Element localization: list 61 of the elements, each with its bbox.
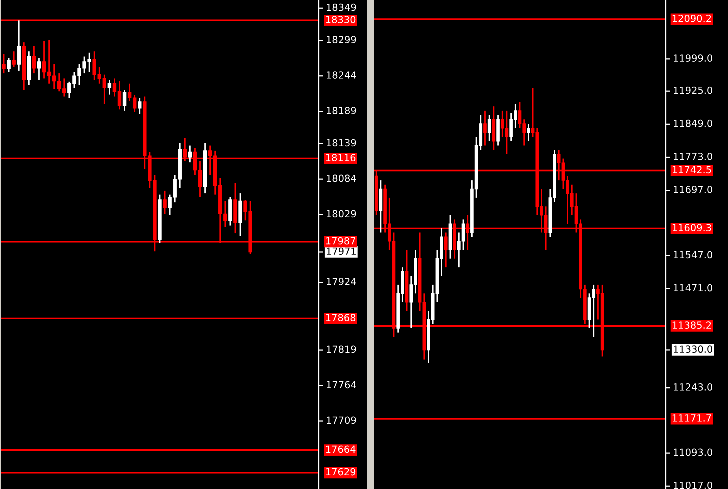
y-tick-label: 11849.0 bbox=[674, 120, 713, 128]
candlestick bbox=[488, 114, 492, 142]
candlestick bbox=[588, 292, 592, 330]
y-tick-label: 17819 bbox=[327, 346, 356, 354]
y-tick-label: 18349 bbox=[327, 4, 356, 12]
ref-line-label: 17987 bbox=[326, 237, 356, 245]
y-tick-label: 11925.0 bbox=[674, 86, 713, 94]
candlestick bbox=[462, 219, 466, 251]
ref-line-label: 17629 bbox=[326, 468, 356, 476]
candlestick bbox=[234, 182, 238, 234]
y-tick-label: 11243.0 bbox=[674, 384, 713, 391]
ref-line-label: 12090.2 bbox=[672, 14, 712, 22]
candlestick bbox=[27, 50, 32, 86]
candlestick bbox=[163, 190, 167, 215]
y-tick-label: 17971 bbox=[327, 248, 356, 256]
candlestick bbox=[444, 232, 448, 268]
y-tick-label: 17764 bbox=[327, 381, 356, 389]
y-tick-label: 11093.0 bbox=[674, 448, 713, 456]
candlestick bbox=[228, 196, 232, 226]
y-tick-label: 18029 bbox=[327, 210, 356, 218]
y-tick-label: 18244 bbox=[327, 72, 356, 79]
y-tick-label: 17709 bbox=[327, 416, 356, 424]
candlestick bbox=[32, 46, 36, 74]
ref-line-label: 11385.2 bbox=[672, 322, 712, 330]
candlestick bbox=[188, 145, 192, 164]
candlestick bbox=[138, 97, 142, 115]
candlestick bbox=[527, 123, 530, 142]
y-tick-label: 18139 bbox=[327, 139, 356, 147]
y-tick-label: 17924 bbox=[327, 278, 356, 286]
y-tick-label: 11017.0 bbox=[674, 482, 713, 489]
ref-line-label: 18330 bbox=[326, 16, 356, 24]
y-tick-label: 11773.0 bbox=[674, 152, 713, 160]
candlestick bbox=[17, 20, 21, 72]
y-tick-label: 11330.0 bbox=[674, 346, 713, 354]
candlestick bbox=[518, 102, 522, 130]
y-tick-label: 18084 bbox=[327, 174, 356, 182]
candlestick bbox=[379, 180, 383, 234]
y-tick-label: 11471.0 bbox=[674, 284, 713, 292]
candlestick bbox=[505, 110, 509, 156]
candlestick bbox=[108, 79, 112, 96]
ref-line-label: 18116 bbox=[326, 154, 356, 162]
candlestick bbox=[500, 110, 504, 138]
y-tick-label: 18189 bbox=[327, 107, 356, 114]
candlestick bbox=[2, 53, 6, 74]
candlestick bbox=[37, 57, 42, 81]
y-tick-label: 11999.0 bbox=[674, 54, 713, 62]
y-tick-label: 18299 bbox=[327, 36, 356, 44]
candlestick bbox=[592, 284, 596, 338]
candlestick bbox=[122, 90, 127, 112]
y-tick-label: 11697.0 bbox=[674, 186, 713, 194]
y-tick-label: 11547.0 bbox=[674, 251, 713, 259]
ref-line-label: 11742.5 bbox=[672, 166, 712, 174]
ref-line-label: 11609.3 bbox=[672, 224, 712, 232]
ref-line-label: 17664 bbox=[326, 446, 356, 454]
candlestick bbox=[496, 114, 500, 146]
candlestick bbox=[484, 110, 487, 146]
candlestick bbox=[7, 57, 11, 73]
candlestick bbox=[238, 192, 242, 237]
ref-line-label: 11171.7 bbox=[672, 414, 712, 422]
ref-line-label: 17868 bbox=[326, 314, 356, 322]
candlestick bbox=[12, 50, 16, 68]
